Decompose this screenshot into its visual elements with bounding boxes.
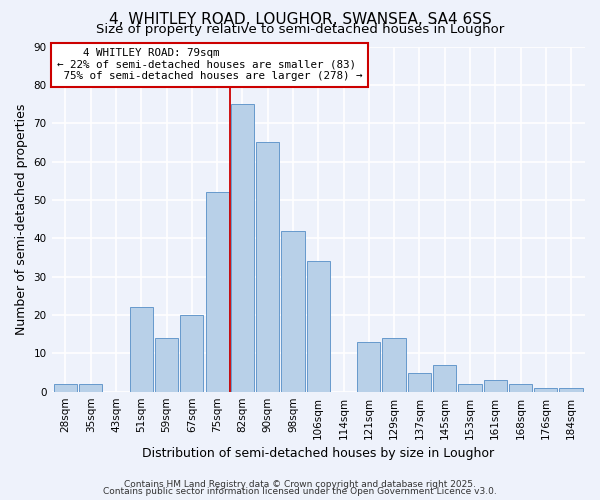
Bar: [155, 338, 178, 392]
Text: Contains public sector information licensed under the Open Government Licence v3: Contains public sector information licen…: [103, 487, 497, 496]
Bar: [256, 142, 280, 392]
Bar: [534, 388, 557, 392]
Bar: [130, 308, 153, 392]
Bar: [509, 384, 532, 392]
Bar: [357, 342, 380, 392]
Bar: [54, 384, 77, 392]
Bar: [433, 365, 457, 392]
Bar: [180, 315, 203, 392]
Bar: [408, 372, 431, 392]
Bar: [281, 230, 305, 392]
X-axis label: Distribution of semi-detached houses by size in Loughor: Distribution of semi-detached houses by …: [142, 447, 494, 460]
Bar: [484, 380, 507, 392]
Bar: [79, 384, 103, 392]
Bar: [559, 388, 583, 392]
Y-axis label: Number of semi-detached properties: Number of semi-detached properties: [15, 104, 28, 335]
Text: Size of property relative to semi-detached houses in Loughor: Size of property relative to semi-detach…: [96, 22, 504, 36]
Bar: [231, 104, 254, 392]
Bar: [307, 262, 330, 392]
Text: 4, WHITLEY ROAD, LOUGHOR, SWANSEA, SA4 6SS: 4, WHITLEY ROAD, LOUGHOR, SWANSEA, SA4 6…: [109, 12, 491, 26]
Bar: [382, 338, 406, 392]
Bar: [458, 384, 482, 392]
Bar: [206, 192, 229, 392]
Text: Contains HM Land Registry data © Crown copyright and database right 2025.: Contains HM Land Registry data © Crown c…: [124, 480, 476, 489]
Text: 4 WHITLEY ROAD: 79sqm
← 22% of semi-detached houses are smaller (83)
 75% of sem: 4 WHITLEY ROAD: 79sqm ← 22% of semi-deta…: [57, 48, 362, 82]
